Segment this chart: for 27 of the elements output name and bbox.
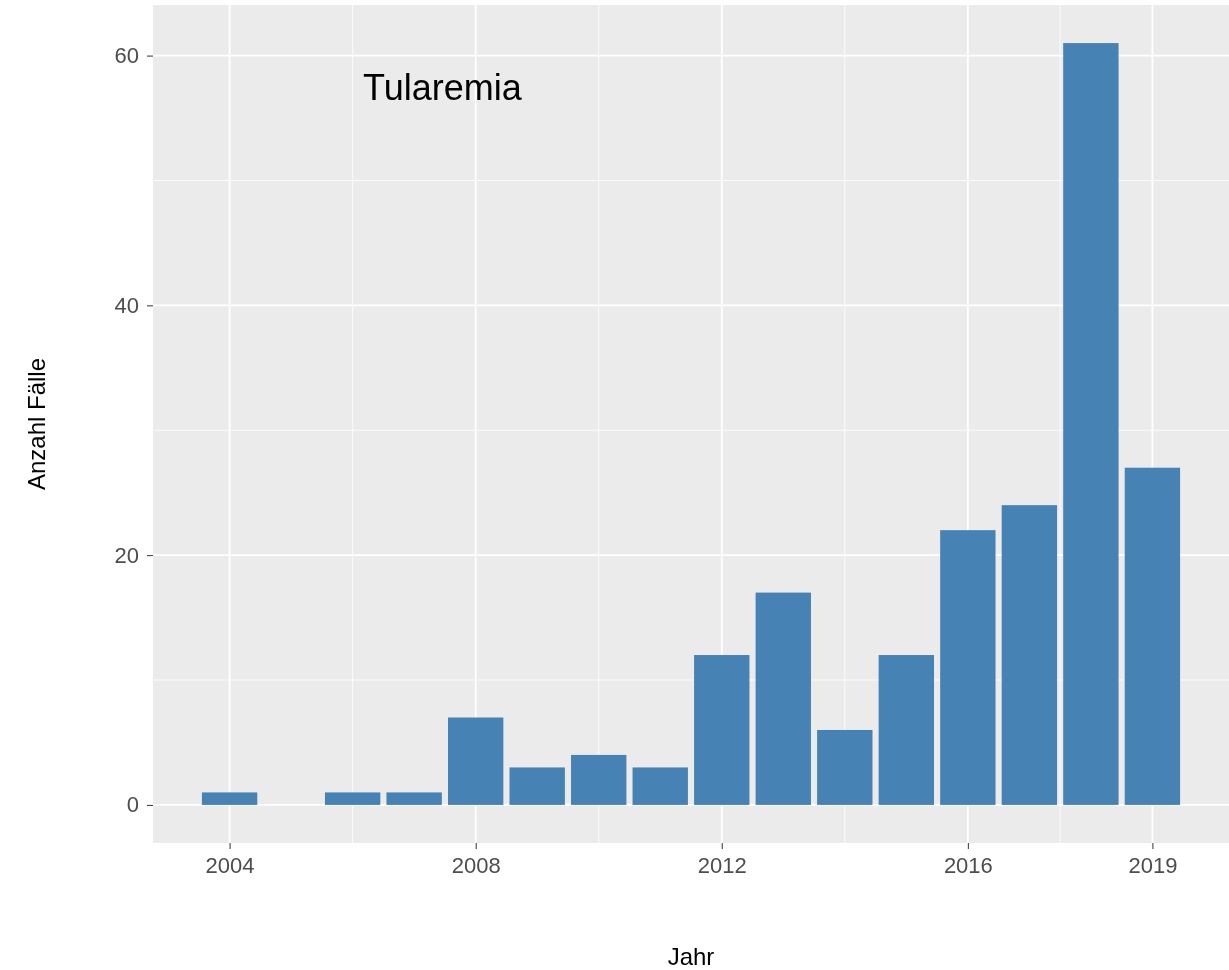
x-tick-label: 2008 bbox=[451, 852, 501, 878]
bar bbox=[509, 767, 565, 805]
bar bbox=[878, 655, 935, 805]
bar bbox=[447, 717, 504, 805]
bar bbox=[1124, 467, 1181, 805]
bar bbox=[632, 767, 688, 805]
x-tick-label: 2012 bbox=[697, 852, 747, 878]
x-tick-label: 2004 bbox=[205, 852, 255, 878]
bar bbox=[386, 792, 442, 805]
x-tick-label: 2016 bbox=[943, 852, 993, 878]
bar bbox=[940, 530, 996, 805]
bar bbox=[694, 655, 750, 805]
bar bbox=[1063, 43, 1119, 805]
x-tick-label: 2019 bbox=[1128, 852, 1178, 878]
y-tick-label: 20 bbox=[114, 542, 139, 568]
bar bbox=[324, 792, 381, 805]
bar bbox=[817, 729, 873, 805]
bar bbox=[571, 754, 627, 805]
annotation: Tularemia bbox=[363, 67, 523, 108]
y-axis-title: Anzahl Fälle bbox=[23, 357, 50, 491]
x-axis-title: Jahr bbox=[667, 943, 715, 970]
bar bbox=[1001, 505, 1058, 805]
y-tick-label: 40 bbox=[114, 292, 139, 318]
bar bbox=[201, 792, 258, 805]
y-tick-label: 60 bbox=[114, 43, 139, 69]
bar bbox=[755, 592, 811, 805]
y-tick-label: 0 bbox=[126, 792, 139, 818]
